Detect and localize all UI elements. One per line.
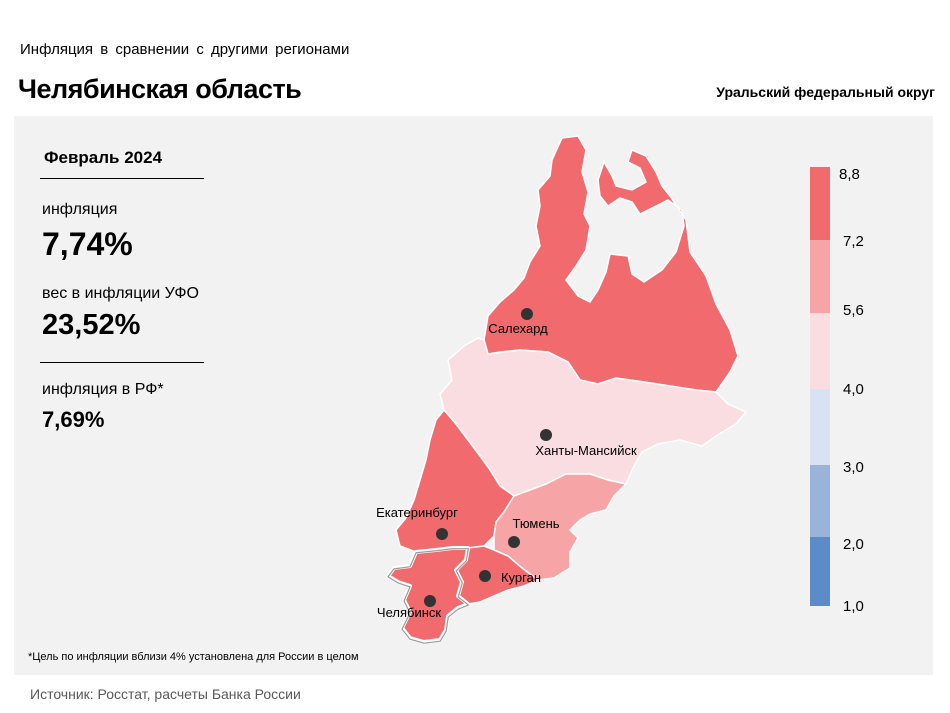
legend-tick: 2,0 [843,536,864,553]
rf-inflation-value: 7,69% [42,407,105,432]
city-marker-kurgan [479,570,491,582]
region-khmao[interactable] [439,337,748,497]
period-label: Февраль 2024 [44,148,163,167]
legend-band-6 [810,537,830,606]
divider-top [40,178,204,179]
city-label-ekaterinburg: Екатеринбург [376,505,458,520]
legend-band-2 [810,240,830,313]
rf-inflation-label: инфляция в РФ* [42,381,164,398]
legend-tick: 4,0 [843,381,864,398]
district-title: Уральский федеральный округ [716,84,935,100]
legend-band-1 [810,167,830,240]
divider-bottom [40,362,204,363]
city-label-khanty-mansiysk: Ханты-Мансийск [535,443,637,458]
city-marker-tyumen [508,536,520,548]
weight-value: 23,52% [42,309,141,341]
region-tyumen[interactable] [493,473,628,581]
legend-tick: 1,0 [843,598,864,615]
city-marker-khanty-mansiysk [540,429,552,441]
source-note: Источник: Росстат, расчеты Банка России [30,686,301,702]
chelyabinsk-outline [387,548,469,644]
city-label-tyumen: Тюмень [512,516,559,531]
footnote: *Цель по инфляции вблизи 4% установлена … [28,651,359,663]
chart-subtitle: Инфляция в сравнении с другими регионами [20,41,350,58]
region-chelyabinsk[interactable] [386,546,470,644]
legend-tick: 8,8 [839,166,860,183]
legend-tick: 5,6 [843,302,864,319]
city-label-chelyabinsk: Челябинск [377,605,441,620]
city-marker-ekaterinburg [436,528,448,540]
city-marker-chelyabinsk [424,595,436,607]
legend: 8,8 7,2 5,6 4,0 3,0 2,0 1,0 [810,166,864,615]
city-label-kurgan: Курган [501,570,541,585]
city-marker-salekhard [521,308,533,320]
weight-label: вес в инфляции УФО [42,285,199,302]
legend-band-5 [810,465,830,537]
legend-tick: 3,0 [843,459,864,476]
legend-band-4 [810,389,830,465]
inflation-label: инфляция [42,201,118,218]
city-label-salekhard: Салехард [488,321,548,336]
page-title: Челябинская область [18,74,302,104]
legend-tick: 7,2 [843,233,864,250]
legend-band-3 [810,313,830,389]
inflation-value: 7,74% [42,226,133,262]
